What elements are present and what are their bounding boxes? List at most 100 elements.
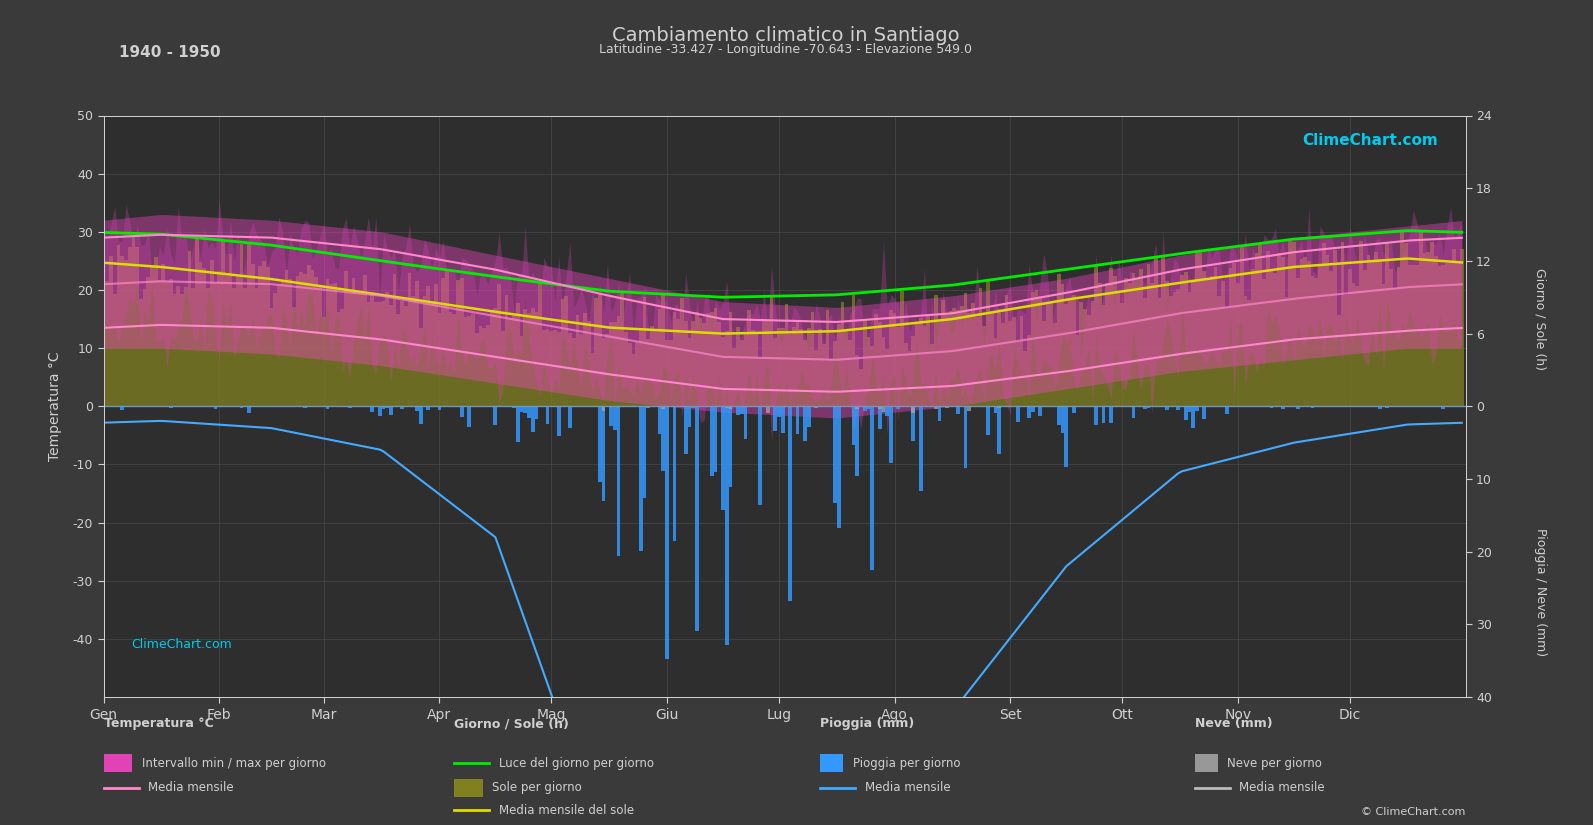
Bar	[239, 407, 244, 408]
Bar	[914, 323, 919, 407]
Bar	[344, 271, 347, 407]
Bar	[878, 323, 881, 407]
Bar	[280, 282, 285, 407]
Bar	[1094, 407, 1098, 425]
Bar	[352, 279, 355, 407]
Bar	[1344, 295, 1348, 407]
Bar	[405, 407, 408, 408]
Bar	[922, 327, 927, 407]
Bar	[609, 323, 613, 407]
Bar	[1139, 270, 1142, 407]
Bar	[172, 294, 177, 407]
Bar	[1273, 273, 1278, 407]
Bar	[303, 274, 307, 407]
Bar	[199, 262, 202, 407]
Bar	[986, 407, 989, 435]
Bar	[1278, 253, 1281, 407]
Bar	[710, 312, 714, 407]
Bar	[358, 291, 363, 407]
Bar	[1225, 307, 1228, 407]
Bar	[191, 288, 194, 407]
Bar	[333, 283, 336, 407]
Bar	[736, 407, 739, 415]
Bar	[180, 294, 183, 407]
Text: Pioggia / Neve (mm): Pioggia / Neve (mm)	[1534, 528, 1547, 657]
Bar	[1244, 296, 1247, 407]
Bar	[881, 337, 886, 407]
Bar	[1333, 250, 1337, 407]
Bar	[978, 288, 983, 407]
Bar	[438, 313, 441, 407]
Bar	[836, 324, 841, 407]
Bar	[121, 407, 124, 410]
Bar	[467, 315, 472, 407]
Bar	[1187, 292, 1192, 407]
Bar	[516, 407, 519, 441]
Bar	[202, 268, 205, 407]
Bar	[986, 280, 989, 407]
Bar	[169, 407, 172, 408]
Bar	[1125, 278, 1128, 407]
Bar	[706, 314, 710, 407]
Bar	[217, 271, 221, 407]
Bar	[811, 312, 814, 407]
Bar	[183, 287, 188, 407]
Bar	[433, 284, 438, 407]
Bar	[269, 308, 274, 407]
Bar	[773, 338, 777, 407]
Bar	[1431, 242, 1434, 407]
Bar	[519, 336, 524, 407]
Bar	[945, 407, 949, 408]
Bar	[378, 303, 382, 407]
Bar	[400, 407, 405, 409]
Bar	[355, 291, 358, 407]
Bar	[1431, 407, 1434, 408]
Bar	[441, 278, 444, 407]
Bar	[1415, 265, 1419, 407]
Bar	[919, 318, 922, 407]
Bar	[714, 407, 717, 472]
Bar	[777, 328, 781, 407]
Bar	[808, 407, 811, 427]
Bar	[132, 234, 135, 407]
Bar	[863, 407, 867, 411]
Bar	[945, 314, 949, 407]
Bar	[416, 407, 419, 411]
Bar	[530, 407, 535, 431]
Bar	[1176, 289, 1180, 407]
Bar	[419, 328, 422, 407]
Bar	[819, 329, 822, 407]
Bar	[997, 309, 1000, 407]
Text: 1940 - 1950: 1940 - 1950	[119, 45, 221, 60]
Bar	[1408, 265, 1411, 407]
Bar	[836, 407, 841, 528]
Bar	[789, 334, 792, 407]
Bar	[419, 407, 422, 423]
Bar	[427, 285, 430, 407]
Bar	[833, 342, 836, 407]
Text: ClimeChart.com: ClimeChart.com	[131, 638, 231, 651]
Text: Pioggia (mm): Pioggia (mm)	[820, 717, 914, 730]
Bar	[228, 253, 233, 407]
Bar	[535, 312, 538, 407]
Bar	[586, 321, 591, 407]
Bar	[773, 407, 777, 431]
Bar	[494, 308, 497, 407]
Bar	[1356, 285, 1359, 407]
Bar	[1352, 283, 1356, 407]
Bar	[500, 331, 505, 407]
Bar	[1016, 407, 1020, 422]
Bar	[744, 407, 747, 439]
Bar	[147, 277, 150, 407]
Bar	[397, 314, 400, 407]
Bar	[695, 312, 699, 407]
Bar	[1172, 292, 1176, 407]
Bar	[602, 338, 605, 407]
Bar	[575, 314, 580, 407]
Bar	[1031, 291, 1034, 407]
Bar	[870, 346, 875, 407]
Bar	[855, 407, 859, 476]
Bar	[897, 407, 900, 409]
Bar	[680, 298, 683, 407]
Bar	[703, 323, 706, 407]
